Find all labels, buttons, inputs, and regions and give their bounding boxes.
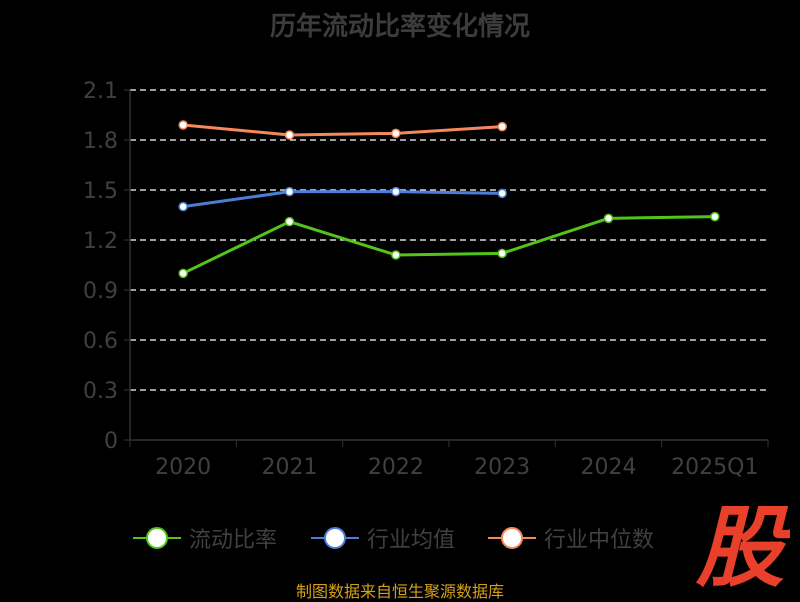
y-tick-label: 0: [104, 429, 118, 454]
legend-label: 流动比率: [189, 528, 278, 553]
legend-marker: [488, 526, 536, 550]
y-tick-label: 1.2: [83, 229, 118, 254]
legend: 流动比率 行业均值 行业中位数: [0, 520, 800, 556]
data-source-note: 制图数据来自恒生聚源数据库: [295, 582, 504, 601]
y-tick-label: 1.8: [83, 129, 118, 154]
x-tick-label: 2025Q1: [671, 455, 758, 480]
series-line: [182, 215, 715, 275]
data-point: [710, 211, 720, 222]
data-point: [603, 213, 614, 224]
data-point: [497, 248, 507, 259]
data-point: [284, 130, 295, 140]
legend-marker: [311, 526, 359, 550]
y-tick-label: 0.6: [83, 329, 118, 354]
watermark-glyph: 股: [695, 500, 790, 590]
legend-item-industry-mean[interactable]: 行业均值: [311, 520, 455, 556]
x-tick-label: 2021: [262, 455, 318, 480]
legend-label: 行业中位数: [544, 528, 655, 553]
data-point: [391, 128, 401, 139]
series-1: [178, 186, 507, 212]
legend-item-industry-median[interactable]: 行业中位数: [488, 520, 654, 556]
legend-dot: [146, 527, 168, 549]
chart-title: 历年流动比率变化情况: [269, 12, 530, 42]
data-point: [497, 121, 507, 132]
series-2: [178, 120, 507, 140]
y-tick-label: 0.3: [83, 379, 118, 404]
watermark-logo: 股: [695, 500, 790, 590]
data-point: [497, 188, 507, 199]
data-point: [284, 186, 295, 197]
series-line: [182, 190, 503, 209]
y-tick-label: 1.5: [83, 179, 118, 204]
data-point: [391, 186, 401, 197]
legend-dot: [324, 527, 346, 549]
grid-lines: [130, 89, 768, 391]
data-point: [178, 268, 188, 279]
x-tick-label: 2022: [368, 455, 424, 480]
x-tick-label: 2024: [581, 455, 637, 480]
data-point: [178, 201, 188, 212]
x-tick-label: 2020: [155, 455, 211, 480]
data-point: [284, 216, 295, 227]
y-tick-label: 2.1: [83, 79, 118, 104]
legend-item-current-ratio[interactable]: 流动比率: [133, 520, 277, 556]
data-point: [178, 120, 188, 130]
x-tick-label: 2023: [474, 455, 530, 480]
axes: 0 0.3 0.6 0.9 1.2 1.5 1.8 2.1 2020 2021 2022 2023 20…: [83, 79, 769, 480]
series-line: [183, 123, 503, 137]
data-point: [391, 250, 401, 260]
y-tick-label: 0.9: [83, 279, 118, 304]
series: [178, 120, 720, 279]
legend-dot: [501, 527, 523, 549]
series-0: [178, 211, 720, 279]
legend-label: 行业均值: [367, 528, 456, 553]
legend-marker: [133, 526, 181, 550]
